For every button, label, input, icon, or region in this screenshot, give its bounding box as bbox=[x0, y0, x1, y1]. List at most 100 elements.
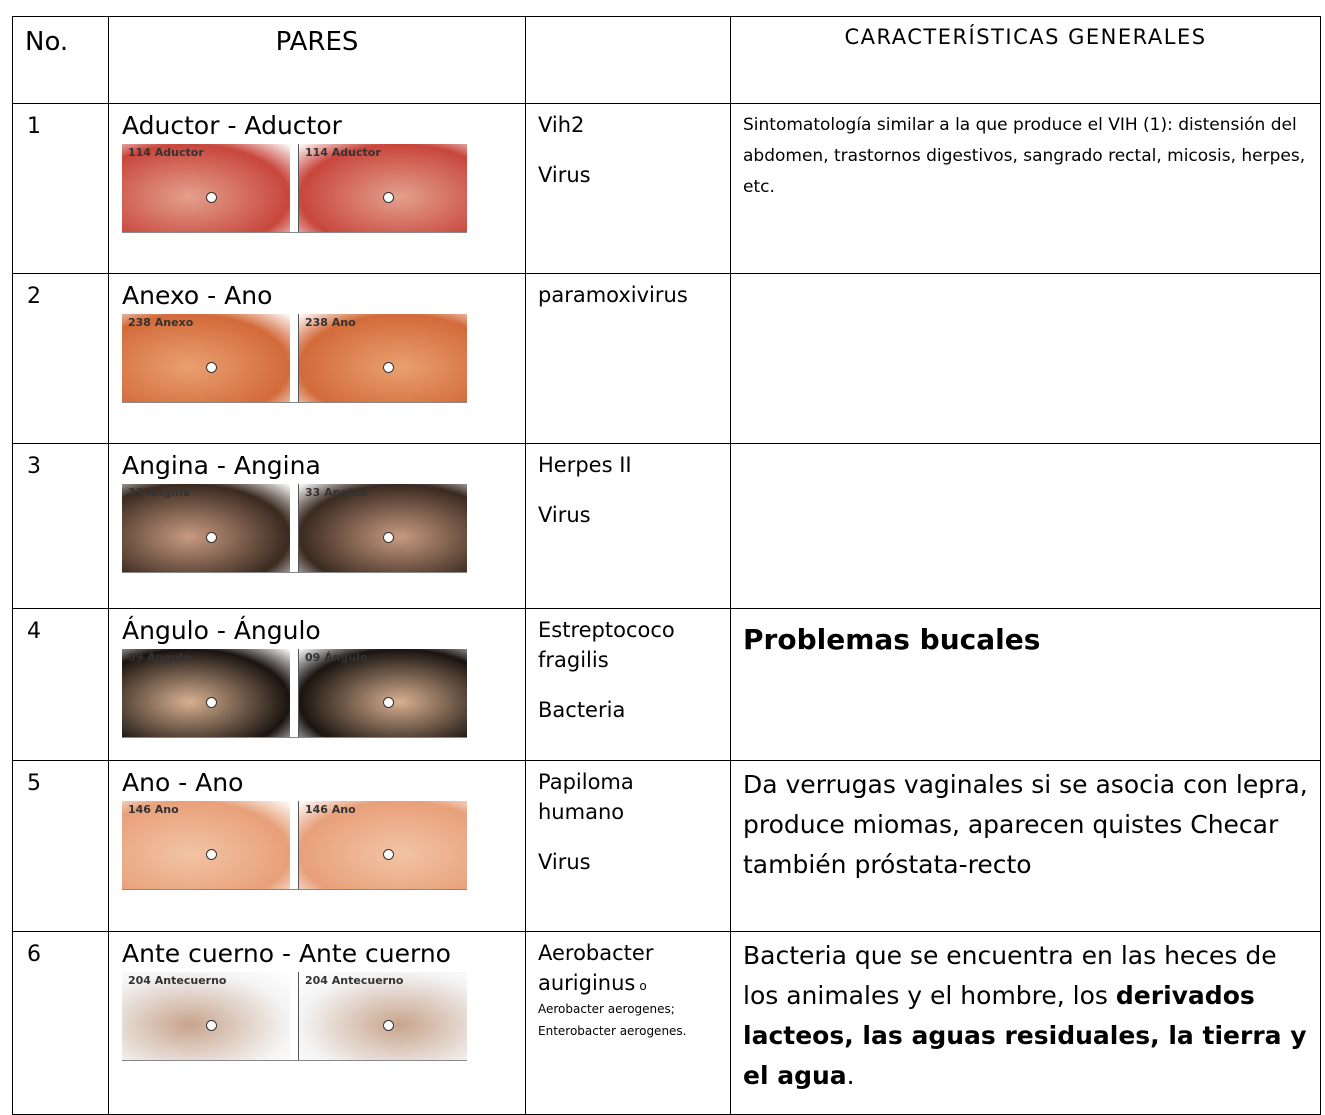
header-caracteristicas: CARACTERÍSTICAS GENERALES bbox=[730, 16, 1321, 104]
pair-images: 114 Aductor 114 Aductor bbox=[122, 144, 467, 233]
description-cell: Da verrugas vaginales si se asocia con l… bbox=[730, 760, 1321, 932]
description-text: Bacteria que se encuentra en las heces d… bbox=[743, 941, 1277, 1010]
image-label: 204 Antecuerno bbox=[128, 974, 227, 987]
pair-cell: Angina - Angina 33 Angina 33 Angina bbox=[108, 443, 526, 609]
pair-cell: Aductor - Aductor 114 Aductor 114 Aductor bbox=[108, 103, 526, 274]
image-label: 33 Angina bbox=[305, 486, 368, 499]
agent-text: Virus bbox=[538, 850, 591, 874]
pair-images: 33 Angina 33 Angina bbox=[122, 484, 467, 573]
table-row: 4 Ángulo - Ángulo 09 Ángulo 09 Ángulo Estrep… bbox=[12, 608, 1321, 761]
point-marker bbox=[383, 1020, 394, 1032]
point-image: 146 Ano bbox=[298, 801, 467, 889]
header-empty bbox=[525, 16, 731, 104]
pair-name: Angina - Angina bbox=[122, 451, 321, 480]
agent-text: Aerobacter aerogenes; bbox=[538, 1002, 675, 1016]
pairs-table: No. PARES CARACTERÍSTICAS GENERALES 1 Adu… bbox=[12, 16, 1321, 1115]
row-number: 3 bbox=[12, 443, 109, 609]
table-row: 6 Ante cuerno - Ante cuerno 204 Antecuerno… bbox=[12, 931, 1321, 1115]
table-row: 5 Ano - Ano 146 Ano 146 Ano Papiloma humano V… bbox=[12, 760, 1321, 932]
row-number: 4 bbox=[12, 608, 109, 761]
point-image: 114 Aductor bbox=[298, 144, 467, 232]
image-label: 114 Aductor bbox=[128, 146, 204, 159]
agent-cell: Vih2 Virus bbox=[525, 103, 731, 274]
point-marker bbox=[206, 697, 217, 709]
image-label: 238 Ano bbox=[305, 316, 356, 329]
image-label: 09 Ángulo bbox=[305, 651, 368, 664]
agent-text: o bbox=[639, 979, 647, 993]
point-image: 33 Angina bbox=[122, 484, 290, 572]
point-image: 09 Ángulo bbox=[122, 649, 290, 737]
point-image: 33 Angina bbox=[298, 484, 467, 572]
header-pares: PARES bbox=[108, 16, 526, 104]
point-image: 114 Aductor bbox=[122, 144, 290, 232]
pair-name: Ante cuerno - Ante cuerno bbox=[122, 939, 451, 968]
description-cell: Problemas bucales bbox=[730, 608, 1321, 761]
point-marker bbox=[206, 849, 217, 861]
point-marker bbox=[383, 362, 394, 374]
row-number: 1 bbox=[12, 103, 109, 274]
agent-text: Virus bbox=[538, 163, 591, 187]
point-marker bbox=[383, 697, 394, 709]
point-image: 238 Anexo bbox=[122, 314, 290, 402]
agent-cell: Estreptococo fragilis Bacteria bbox=[525, 608, 731, 761]
point-image: 204 Antecuerno bbox=[298, 972, 467, 1060]
description-cell: Bacteria que se encuentra en las heces d… bbox=[730, 931, 1321, 1115]
pair-images: 146 Ano 146 Ano bbox=[122, 801, 467, 890]
table-body: No. PARES CARACTERÍSTICAS GENERALES 1 Adu… bbox=[12, 16, 1321, 1115]
image-label: 204 Antecuerno bbox=[305, 974, 404, 987]
image-label: 33 Angina bbox=[128, 486, 191, 499]
point-marker bbox=[206, 192, 217, 204]
pair-cell: Ángulo - Ángulo 09 Ángulo 09 Ángulo bbox=[108, 608, 526, 761]
point-marker bbox=[383, 849, 394, 861]
description-text: derivados lacteos, las aguas residuales,… bbox=[743, 981, 1307, 1090]
pair-name: Aductor - Aductor bbox=[122, 111, 342, 140]
header-row: No. PARES CARACTERÍSTICAS GENERALES bbox=[12, 16, 1321, 104]
point-image: 204 Antecuerno bbox=[122, 972, 290, 1060]
point-marker bbox=[383, 192, 394, 204]
agent-text: Enterobacter aerogenes. bbox=[538, 1024, 687, 1038]
agent-cell: paramoxivirus bbox=[525, 273, 731, 444]
pair-cell: Ano - Ano 146 Ano 146 Ano bbox=[108, 760, 526, 932]
point-image: 09 Ángulo bbox=[298, 649, 467, 737]
table-row: 1 Aductor - Aductor 114 Aductor 114 Aductor… bbox=[12, 103, 1321, 274]
pair-cell: Ante cuerno - Ante cuerno 204 Antecuerno 2… bbox=[108, 931, 526, 1115]
point-image: 238 Ano bbox=[298, 314, 467, 402]
agent-text: Virus bbox=[538, 503, 591, 527]
image-label: 146 Ano bbox=[128, 803, 179, 816]
agent-text: Papiloma humano bbox=[538, 770, 634, 824]
agent-cell: Papiloma humano Virus bbox=[525, 760, 731, 932]
agent-text: Aerobacter auriginus bbox=[538, 941, 654, 995]
description-cell: Sintomatología similar a la que produce … bbox=[730, 103, 1321, 274]
pair-images: 238 Anexo 238 Ano bbox=[122, 314, 467, 403]
agent-text: Estreptococo fragilis bbox=[538, 618, 675, 672]
pair-name: Anexo - Ano bbox=[122, 281, 273, 310]
agent-text: Vih2 bbox=[538, 113, 585, 137]
row-number: 5 bbox=[12, 760, 109, 932]
table-row: 2 Anexo - Ano 238 Anexo 238 Ano paramoxiviru… bbox=[12, 273, 1321, 444]
point-marker bbox=[206, 532, 217, 544]
description-cell bbox=[730, 443, 1321, 609]
description-text: Sintomatología similar a la que produce … bbox=[743, 115, 1306, 197]
description-text: Da verrugas vaginales si se asocia con l… bbox=[743, 770, 1308, 879]
pair-name: Ángulo - Ángulo bbox=[122, 616, 321, 645]
row-number: 6 bbox=[12, 931, 109, 1115]
point-image: 146 Ano bbox=[122, 801, 290, 889]
table-row: 3 Angina - Angina 33 Angina 33 Angina Herpes… bbox=[12, 443, 1321, 609]
agent-text: paramoxivirus bbox=[538, 283, 688, 307]
point-marker bbox=[206, 1020, 217, 1032]
pair-images: 204 Antecuerno 204 Antecuerno bbox=[122, 972, 467, 1061]
pair-cell: Anexo - Ano 238 Anexo 238 Ano bbox=[108, 273, 526, 444]
row-number: 2 bbox=[12, 273, 109, 444]
agent-cell: Aerobacter auriginus o Aerobacter aerogene… bbox=[525, 931, 731, 1115]
description-cell bbox=[730, 273, 1321, 444]
image-label: 09 Ángulo bbox=[128, 651, 191, 664]
description-text: . bbox=[846, 1061, 855, 1090]
header-no: No. bbox=[12, 16, 109, 104]
agent-text: Herpes II bbox=[538, 453, 632, 477]
pair-images: 09 Ángulo 09 Ángulo bbox=[122, 649, 467, 738]
image-label: 114 Aductor bbox=[305, 146, 381, 159]
image-label: 238 Anexo bbox=[128, 316, 194, 329]
point-marker bbox=[383, 532, 394, 544]
agent-cell: Herpes II Virus bbox=[525, 443, 731, 609]
